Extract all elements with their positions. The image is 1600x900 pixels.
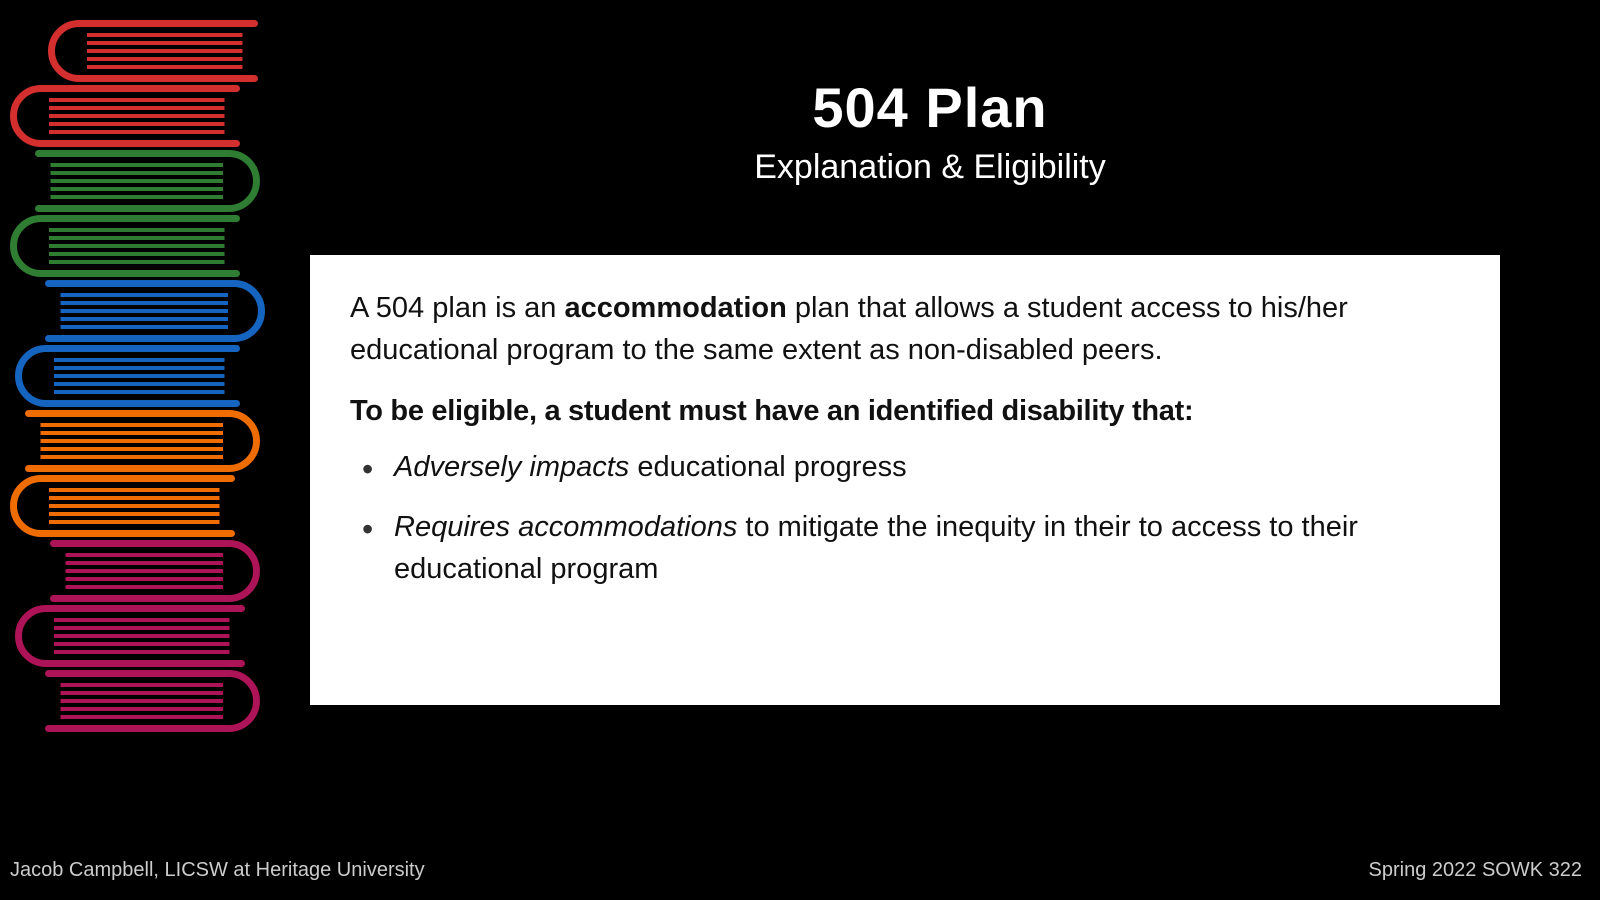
footer-left: Jacob Campbell, LICSW at Heritage Univer… [10,859,425,882]
bullet-item: Requires accommodations to mitigate the … [362,506,1460,590]
page-subtitle: Explanation & Eligibility [480,148,1380,187]
bullet-item: Adversely impacts educational progress [362,446,1460,488]
footer-right: Spring 2022 SOWK 322 [1369,859,1582,882]
book-icon [15,605,290,672]
books-stack-graphic [10,20,290,735]
page-title: 504 Plan [480,75,1380,140]
intro-paragraph: A 504 plan is an accommodation plan that… [350,287,1460,371]
book-icon [48,20,290,87]
book-icon [50,540,290,607]
book-icon [25,410,290,477]
book-icon [10,215,290,282]
book-icon [45,670,290,737]
book-icon [15,345,290,412]
book-icon [35,150,290,217]
intro-bold: accommodation [564,292,786,324]
title-block: 504 Plan Explanation & Eligibility [480,75,1380,187]
book-icon [45,280,290,347]
eligibility-bullets: Adversely impacts educational progress Re… [350,446,1460,590]
eligibility-subhead: To be eligible, a student must have an i… [350,395,1460,428]
intro-prefix: A 504 plan is an [350,292,564,324]
book-icon [10,85,290,152]
content-box: A 504 plan is an accommodation plan that… [310,255,1500,705]
book-icon [10,475,290,542]
